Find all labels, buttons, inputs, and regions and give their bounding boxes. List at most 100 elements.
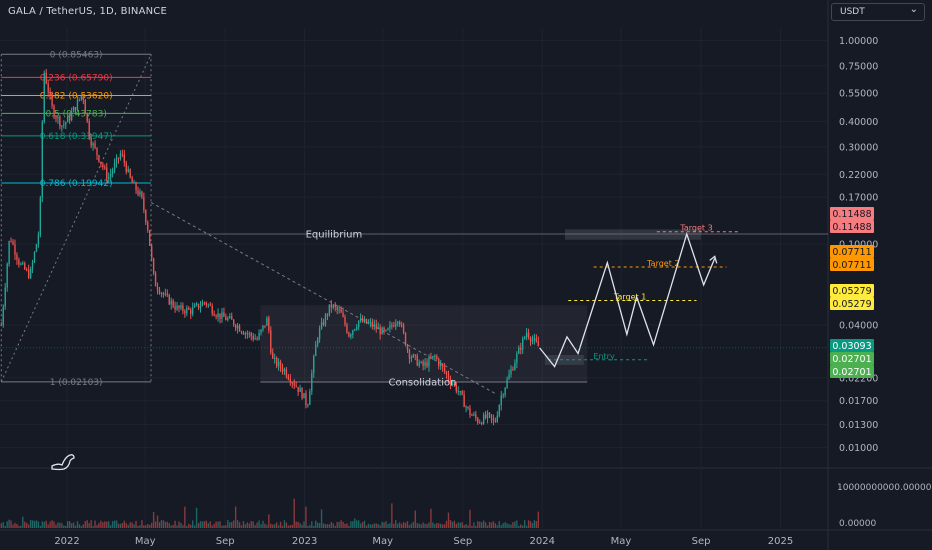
candle-body bbox=[357, 320, 360, 328]
volume-bar bbox=[400, 523, 403, 528]
candle-body bbox=[59, 116, 61, 127]
volume-bar bbox=[119, 523, 122, 528]
volume-bar bbox=[350, 521, 352, 528]
volume-bar bbox=[293, 498, 295, 528]
volume-bar bbox=[449, 520, 452, 528]
x-tick-label: 2024 bbox=[530, 536, 555, 547]
candle-body bbox=[12, 241, 14, 245]
y-tick-label: 0.30000 bbox=[839, 142, 878, 153]
candle-body bbox=[393, 325, 395, 327]
fib-level-label: 0.382 (0.53620) bbox=[40, 91, 113, 101]
candle-body bbox=[449, 379, 452, 385]
candle-body bbox=[207, 304, 209, 306]
candle-body bbox=[463, 394, 465, 408]
volume-bar bbox=[262, 520, 264, 528]
candle-body bbox=[158, 289, 161, 294]
candle-body bbox=[313, 356, 315, 374]
price-tag-label: 0.11488 bbox=[832, 209, 871, 220]
candle-body bbox=[375, 324, 377, 329]
candle-body bbox=[205, 302, 208, 305]
candle-body bbox=[246, 333, 249, 335]
volume-bar bbox=[467, 525, 469, 528]
volume-bar bbox=[129, 522, 131, 528]
candle-body bbox=[369, 321, 372, 323]
volume-bar bbox=[533, 520, 536, 528]
volume-bar bbox=[426, 523, 428, 528]
candle-body bbox=[295, 385, 297, 387]
volume-bar bbox=[147, 524, 149, 528]
candle-body bbox=[518, 347, 520, 354]
candle-body bbox=[440, 363, 442, 366]
volume-bar bbox=[279, 521, 282, 528]
candle-body bbox=[479, 422, 481, 424]
candle-body bbox=[143, 197, 145, 211]
volume-bar bbox=[115, 520, 118, 528]
volume-bar bbox=[438, 523, 440, 528]
candle-body bbox=[250, 333, 252, 337]
volume-bar bbox=[291, 524, 293, 528]
candle-body bbox=[311, 373, 313, 392]
volume-bar bbox=[510, 524, 512, 528]
candle-body bbox=[121, 153, 124, 155]
candle-body bbox=[338, 309, 340, 311]
volume-bar bbox=[479, 521, 481, 528]
volume-bar bbox=[488, 521, 491, 528]
candle-body bbox=[469, 408, 471, 415]
volume-bar bbox=[74, 525, 77, 528]
volume-bar bbox=[22, 516, 24, 528]
annotation-label: Consolidation bbox=[388, 378, 456, 389]
candle-body bbox=[90, 137, 92, 146]
candle-body bbox=[260, 329, 262, 334]
currency-button[interactable]: USDT ⌄ bbox=[831, 3, 925, 21]
volume-bar bbox=[453, 520, 456, 528]
x-tick-label: 2025 bbox=[768, 536, 793, 547]
volume-bar bbox=[270, 523, 272, 528]
volume-bar bbox=[213, 523, 215, 528]
candle-body bbox=[365, 319, 368, 324]
y-tick-label: 0.17000 bbox=[839, 193, 878, 204]
volume-bar bbox=[264, 523, 266, 528]
volume-bar bbox=[305, 506, 307, 528]
candle-body bbox=[406, 345, 409, 350]
candle-body bbox=[172, 300, 174, 307]
candle-body bbox=[145, 210, 147, 223]
volume-bar bbox=[231, 522, 233, 528]
candle-body bbox=[178, 305, 180, 309]
candle-body bbox=[225, 316, 227, 321]
candle-body bbox=[6, 263, 8, 288]
volume-bar bbox=[473, 522, 475, 528]
candle-body bbox=[129, 169, 131, 178]
volume-bar bbox=[281, 525, 284, 528]
candle-body bbox=[180, 305, 182, 309]
candle-body bbox=[367, 322, 370, 324]
candle-body bbox=[156, 286, 159, 290]
volume-bar bbox=[299, 523, 301, 528]
candle-body bbox=[414, 354, 416, 356]
volume-bar bbox=[348, 525, 350, 528]
candle-body bbox=[223, 312, 225, 317]
price-tag-label: 0.05279 bbox=[832, 286, 871, 297]
y-tick-label: 0.40000 bbox=[839, 117, 878, 128]
price-tag bbox=[830, 365, 874, 378]
candle-body bbox=[326, 314, 329, 316]
volume-bar bbox=[516, 520, 518, 528]
candle-body bbox=[342, 312, 344, 317]
candle-body bbox=[57, 116, 59, 119]
candle-body bbox=[219, 313, 221, 319]
candle-body bbox=[197, 303, 200, 309]
candle-body bbox=[53, 105, 55, 118]
volume-bar bbox=[244, 524, 247, 528]
candle-body bbox=[397, 321, 399, 324]
candle-body bbox=[475, 414, 477, 419]
volume-bar bbox=[481, 522, 483, 528]
volume-bar bbox=[356, 520, 358, 528]
candle-body bbox=[258, 333, 260, 340]
candle-body bbox=[412, 354, 415, 358]
candle-body bbox=[410, 357, 413, 359]
candle-body bbox=[328, 304, 331, 316]
volume-bar bbox=[12, 524, 14, 528]
volume-bar bbox=[113, 520, 116, 528]
volume-bar bbox=[381, 522, 383, 528]
candle-body bbox=[18, 259, 20, 265]
